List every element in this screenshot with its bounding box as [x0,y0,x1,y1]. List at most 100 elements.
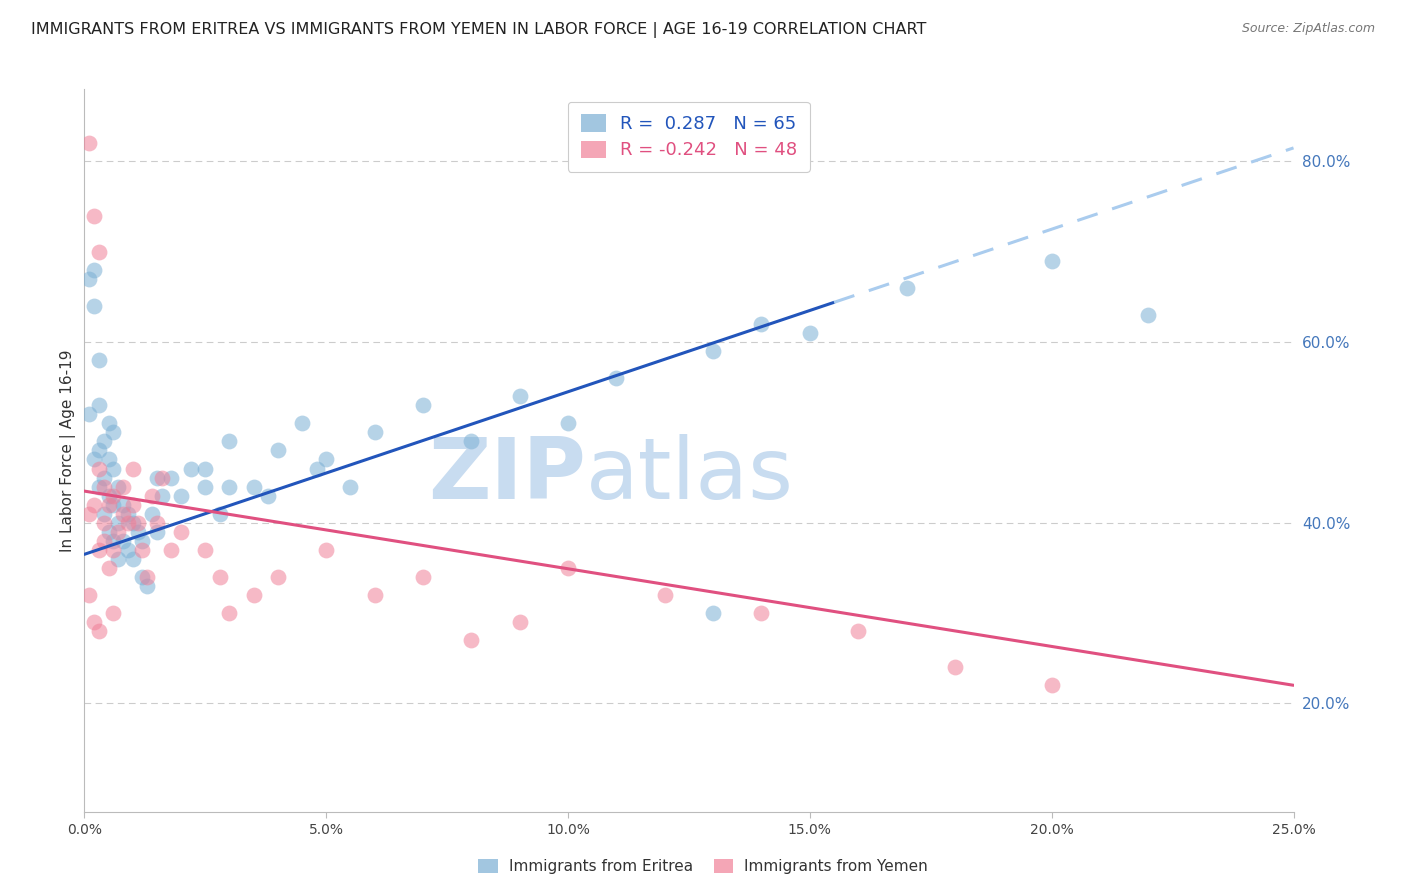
Point [412,398,434,412]
Point [107,524,129,539]
Point [97,452,120,467]
Point [846,624,869,639]
Point [291,417,314,431]
Point [218,480,240,494]
Point [702,606,724,620]
Point [83,299,105,313]
Point [194,480,217,494]
Legend: R =  0.287   N = 65, R = -0.242   N = 48: R = 0.287 N = 65, R = -0.242 N = 48 [568,102,810,172]
Point [131,570,153,584]
Point [107,516,129,530]
Point [605,371,627,385]
Point [97,524,120,539]
Point [363,588,385,602]
Text: IMMIGRANTS FROM ERITREA VS IMMIGRANTS FROM YEMEN IN LABOR FORCE | AGE 16-19 CORR: IMMIGRANTS FROM ERITREA VS IMMIGRANTS FR… [31,22,927,38]
Text: atlas: atlas [586,434,794,517]
Point [93,434,115,449]
Point [117,542,139,557]
Point [117,516,139,530]
Point [131,533,153,548]
Point [77,407,100,421]
Text: Source: ZipAtlas.com: Source: ZipAtlas.com [1241,22,1375,36]
Point [93,516,115,530]
Point [83,209,105,223]
Point [218,606,240,620]
Point [112,480,135,494]
Point [97,417,120,431]
Point [1137,308,1160,322]
Point [799,326,821,340]
Point [93,470,115,484]
Point [87,244,110,259]
Point [339,480,361,494]
Point [93,507,115,521]
Point [103,425,125,440]
Point [141,507,163,521]
Point [77,272,100,286]
Point [160,470,183,484]
Point [194,542,217,557]
Legend: Immigrants from Eritrea, Immigrants from Yemen: Immigrants from Eritrea, Immigrants from… [471,852,935,880]
Point [83,615,105,629]
Point [77,136,100,151]
Point [751,317,773,331]
Point [412,570,434,584]
Text: ZIP: ZIP [429,434,586,517]
Point [160,542,183,557]
Point [146,470,169,484]
Point [87,461,110,475]
Point [112,533,135,548]
Point [896,281,918,295]
Y-axis label: In Labor Force | Age 16-19: In Labor Force | Age 16-19 [60,349,76,552]
Point [83,262,105,277]
Point [267,570,290,584]
Point [557,561,579,575]
Point [150,470,173,484]
Point [97,561,120,575]
Point [103,533,125,548]
Point [112,507,135,521]
Point [180,461,202,475]
Point [112,498,135,512]
Point [103,542,125,557]
Point [97,489,120,503]
Point [136,579,159,593]
Point [218,434,240,449]
Point [146,516,169,530]
Point [117,507,139,521]
Point [257,489,280,503]
Point [87,398,110,412]
Point [751,606,773,620]
Point [83,452,105,467]
Point [460,633,482,648]
Point [87,443,110,458]
Point [83,498,105,512]
Point [87,480,110,494]
Point [141,489,163,503]
Point [93,533,115,548]
Point [460,434,482,449]
Point [97,498,120,512]
Point [103,498,125,512]
Point [509,389,531,403]
Point [315,452,337,467]
Point [93,480,115,494]
Point [121,551,143,566]
Point [150,489,173,503]
Point [267,443,290,458]
Point [127,524,149,539]
Point [131,542,153,557]
Point [943,660,966,674]
Point [363,425,385,440]
Point [509,615,531,629]
Point [121,516,143,530]
Point [1040,678,1063,692]
Point [557,417,579,431]
Point [702,344,724,359]
Point [121,461,143,475]
Point [242,480,264,494]
Point [103,461,125,475]
Point [77,507,100,521]
Point [87,542,110,557]
Point [103,489,125,503]
